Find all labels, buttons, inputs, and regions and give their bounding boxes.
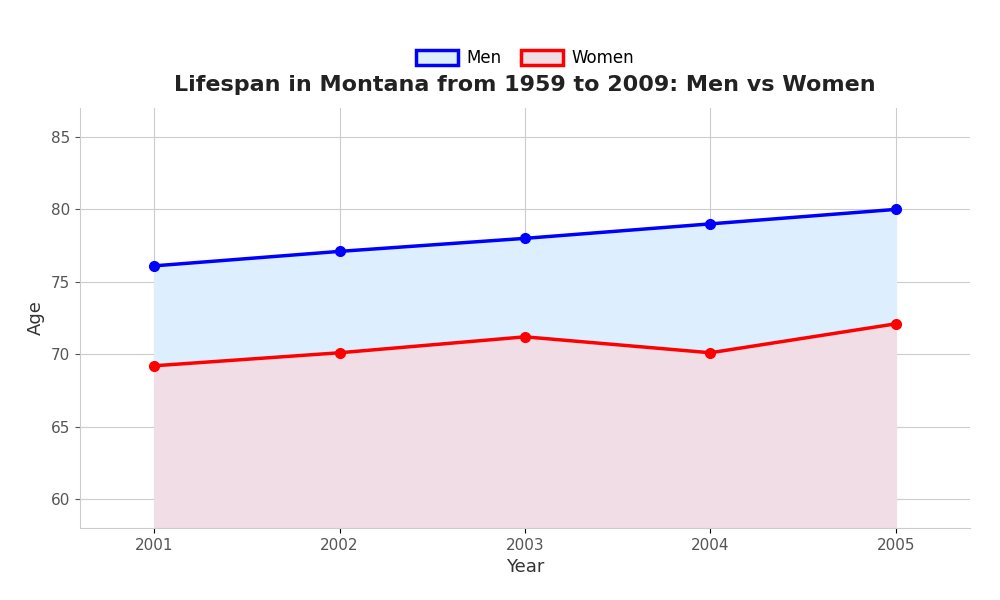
Title: Lifespan in Montana from 1959 to 2009: Men vs Women: Lifespan in Montana from 1959 to 2009: M… — [174, 76, 876, 95]
Legend: Men, Women: Men, Women — [408, 41, 642, 76]
X-axis label: Year: Year — [506, 558, 544, 576]
Y-axis label: Age: Age — [27, 301, 45, 335]
